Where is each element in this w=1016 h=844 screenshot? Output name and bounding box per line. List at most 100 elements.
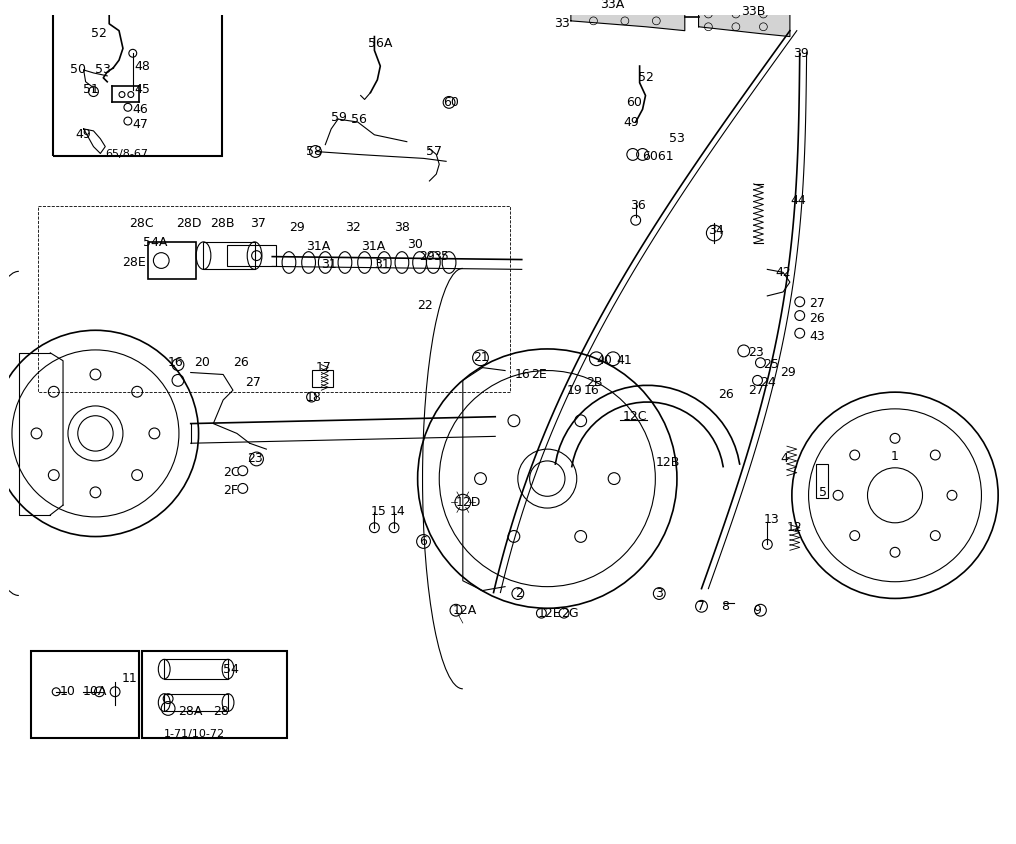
Text: 12: 12 — [787, 522, 803, 534]
Text: 1-71/10-72: 1-71/10-72 — [165, 729, 226, 739]
Text: 26: 26 — [810, 312, 825, 325]
Text: 8: 8 — [721, 600, 729, 613]
Text: 56A: 56A — [368, 37, 392, 50]
Text: 52: 52 — [638, 72, 653, 84]
Text: 49: 49 — [76, 128, 91, 141]
Text: 3: 3 — [655, 587, 663, 600]
Bar — [817, 464, 828, 498]
Text: 29: 29 — [780, 366, 796, 379]
Text: 50: 50 — [70, 63, 86, 77]
Text: 19: 19 — [567, 384, 583, 397]
Polygon shape — [571, 0, 685, 30]
Text: 41: 41 — [616, 354, 632, 367]
Text: 11: 11 — [122, 673, 138, 685]
Text: 56: 56 — [351, 112, 367, 126]
Text: 20: 20 — [194, 356, 209, 369]
Text: 35: 35 — [434, 250, 449, 263]
Text: 53: 53 — [96, 63, 112, 77]
Bar — [148, 242, 196, 279]
Text: 54A: 54A — [142, 236, 167, 249]
Text: 10: 10 — [60, 685, 76, 698]
Text: 28D: 28D — [176, 217, 201, 230]
Text: 31: 31 — [375, 258, 390, 271]
Text: 58: 58 — [306, 145, 322, 158]
Bar — [165, 659, 228, 679]
Text: 59: 59 — [331, 111, 347, 123]
Text: 16: 16 — [583, 384, 599, 397]
Text: 46: 46 — [133, 103, 148, 116]
Text: 17: 17 — [316, 361, 331, 374]
Text: 57: 57 — [427, 145, 443, 158]
Text: 29: 29 — [289, 220, 305, 234]
Text: 24: 24 — [760, 376, 776, 389]
Text: 23: 23 — [247, 452, 262, 465]
Text: 27: 27 — [245, 376, 261, 389]
Text: 28A: 28A — [178, 705, 202, 718]
Text: 2G: 2G — [561, 607, 579, 619]
Text: 6: 6 — [420, 535, 428, 548]
Text: 36: 36 — [630, 199, 645, 212]
Text: 31A: 31A — [361, 241, 385, 253]
Text: 28B: 28B — [210, 217, 235, 230]
Text: 18: 18 — [306, 391, 321, 403]
Text: 27: 27 — [748, 384, 764, 397]
Text: 28E: 28E — [122, 256, 145, 269]
Text: 33A: 33A — [600, 0, 625, 11]
Text: 53: 53 — [670, 133, 685, 145]
Text: 51: 51 — [82, 83, 99, 96]
Text: 54: 54 — [224, 663, 239, 676]
Text: 7: 7 — [697, 600, 704, 613]
Text: 10A: 10A — [82, 685, 107, 698]
Text: 34: 34 — [708, 224, 724, 236]
Bar — [312, 370, 333, 387]
Text: 12E: 12E — [537, 607, 561, 619]
Text: 49: 49 — [623, 116, 639, 128]
Text: 27: 27 — [810, 297, 825, 311]
Text: 2: 2 — [515, 587, 523, 600]
Text: 9: 9 — [754, 603, 761, 617]
Text: 2C: 2C — [224, 466, 240, 479]
Text: 5: 5 — [819, 486, 827, 499]
Text: 39: 39 — [792, 46, 809, 60]
Text: 2F: 2F — [224, 484, 238, 497]
Text: 16: 16 — [515, 368, 530, 381]
Bar — [141, 652, 287, 738]
Text: 4: 4 — [780, 452, 788, 465]
Text: 1: 1 — [891, 450, 899, 463]
Text: 32: 32 — [345, 220, 361, 234]
Text: 60: 60 — [443, 96, 459, 109]
Text: 65/8-67: 65/8-67 — [106, 149, 148, 160]
Text: 15: 15 — [371, 506, 386, 518]
Text: 23: 23 — [748, 346, 763, 360]
Text: 16: 16 — [168, 356, 184, 369]
Text: 48: 48 — [135, 60, 150, 73]
Bar — [203, 242, 255, 269]
Text: 13: 13 — [763, 513, 779, 527]
Text: 47: 47 — [133, 118, 148, 132]
Bar — [165, 694, 228, 711]
Text: 12B: 12B — [655, 457, 680, 469]
Bar — [227, 245, 276, 267]
Text: 33B: 33B — [741, 4, 765, 18]
Text: 26: 26 — [718, 387, 734, 401]
Bar — [30, 652, 138, 738]
Text: 29: 29 — [420, 250, 435, 263]
Text: 40: 40 — [596, 354, 613, 367]
Text: 44: 44 — [789, 194, 806, 207]
Text: 12D: 12D — [456, 495, 482, 509]
Text: 26: 26 — [233, 356, 249, 369]
Text: 12C: 12C — [623, 410, 647, 423]
Text: 14: 14 — [390, 506, 405, 518]
Text: 45: 45 — [135, 83, 150, 96]
Text: 25: 25 — [763, 358, 779, 371]
Bar — [53, 0, 223, 156]
Text: 6061: 6061 — [642, 150, 675, 163]
Text: 37: 37 — [250, 217, 265, 230]
Text: 12A: 12A — [453, 603, 478, 617]
Text: 22: 22 — [417, 300, 433, 312]
Text: 31: 31 — [321, 258, 337, 271]
Text: 52: 52 — [90, 27, 107, 41]
Text: 31A: 31A — [306, 241, 330, 253]
Text: 33: 33 — [554, 18, 570, 30]
Polygon shape — [699, 4, 789, 36]
